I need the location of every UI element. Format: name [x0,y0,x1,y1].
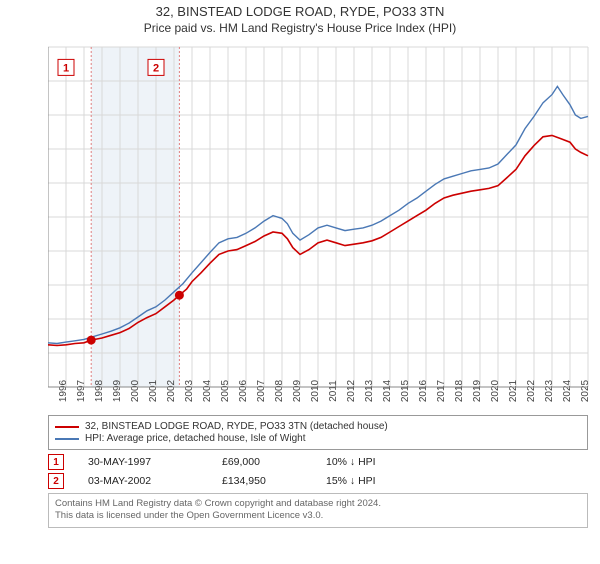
svg-text:1999: 1999 [112,379,123,402]
sale-number-badge: 1 [48,454,64,470]
svg-text:1: 1 [63,62,69,74]
sale-number-badge: 2 [48,473,64,489]
legend: 32, BINSTEAD LODGE ROAD, RYDE, PO33 3TN … [48,415,588,450]
svg-text:2005: 2005 [220,379,231,402]
svg-text:2002: 2002 [166,379,177,402]
sales-row: 2 03-MAY-2002 £134,950 15% ↓ HPI [48,473,588,489]
svg-text:2004: 2004 [202,379,213,402]
svg-text:2003: 2003 [184,379,195,402]
svg-text:2018: 2018 [454,379,465,402]
attribution-line-1: Contains HM Land Registry data © Crown c… [55,498,581,510]
svg-text:2024: 2024 [562,379,573,402]
svg-text:2022: 2022 [526,379,537,402]
sales-row: 1 30-MAY-1997 £69,000 10% ↓ HPI [48,454,588,470]
sale-diff-vs-hpi: 15% ↓ HPI [326,475,426,487]
legend-swatch [55,426,79,428]
attribution-line-2: This data is licensed under the Open Gov… [55,510,581,522]
svg-text:2025: 2025 [580,379,591,402]
svg-text:2014: 2014 [382,379,393,402]
svg-text:2010: 2010 [310,379,321,402]
svg-text:2021: 2021 [508,379,519,402]
chart-plot-area: £0£50K£100K£150K£200K£250K£300K£350K£400… [48,39,592,409]
attribution-box: Contains HM Land Registry data © Crown c… [48,493,588,528]
sales-table: 1 30-MAY-1997 £69,000 10% ↓ HPI 2 03-MAY-2002… [48,454,588,489]
chart-title: 32, BINSTEAD LODGE ROAD, RYDE, PO33 3TN [0,4,600,19]
svg-text:2000: 2000 [130,379,141,402]
legend-swatch [55,438,79,440]
svg-text:2017: 2017 [436,379,447,402]
sale-diff-vs-hpi: 10% ↓ HPI [326,456,426,468]
svg-text:2015: 2015 [400,379,411,402]
svg-text:2012: 2012 [346,379,357,402]
svg-text:2016: 2016 [418,379,429,402]
chart-svg: £0£50K£100K£150K£200K£250K£300K£350K£400… [48,39,592,409]
svg-text:2001: 2001 [148,379,159,402]
svg-text:1996: 1996 [58,379,69,402]
svg-text:2007: 2007 [256,379,267,402]
sale-price: £69,000 [222,456,302,468]
svg-text:2: 2 [153,62,159,74]
svg-text:2008: 2008 [274,379,285,402]
sale-price: £134,950 [222,475,302,487]
sale-date: 30-MAY-1997 [88,456,198,468]
svg-text:2006: 2006 [238,379,249,402]
svg-text:1998: 1998 [94,379,105,402]
svg-text:2023: 2023 [544,379,555,402]
svg-text:2019: 2019 [472,379,483,402]
legend-label: 32, BINSTEAD LODGE ROAD, RYDE, PO33 3TN … [85,421,388,432]
chart-subtitle: Price paid vs. HM Land Registry's House … [0,21,600,35]
svg-text:2013: 2013 [364,379,375,402]
legend-label: HPI: Average price, detached house, Isle… [85,433,306,444]
svg-text:1997: 1997 [76,379,87,402]
sale-date: 03-MAY-2002 [88,475,198,487]
svg-text:2011: 2011 [328,380,339,402]
legend-row: 32, BINSTEAD LODGE ROAD, RYDE, PO33 3TN … [55,421,581,432]
legend-row: HPI: Average price, detached house, Isle… [55,433,581,444]
svg-text:2020: 2020 [490,379,501,402]
svg-text:2009: 2009 [292,379,303,402]
